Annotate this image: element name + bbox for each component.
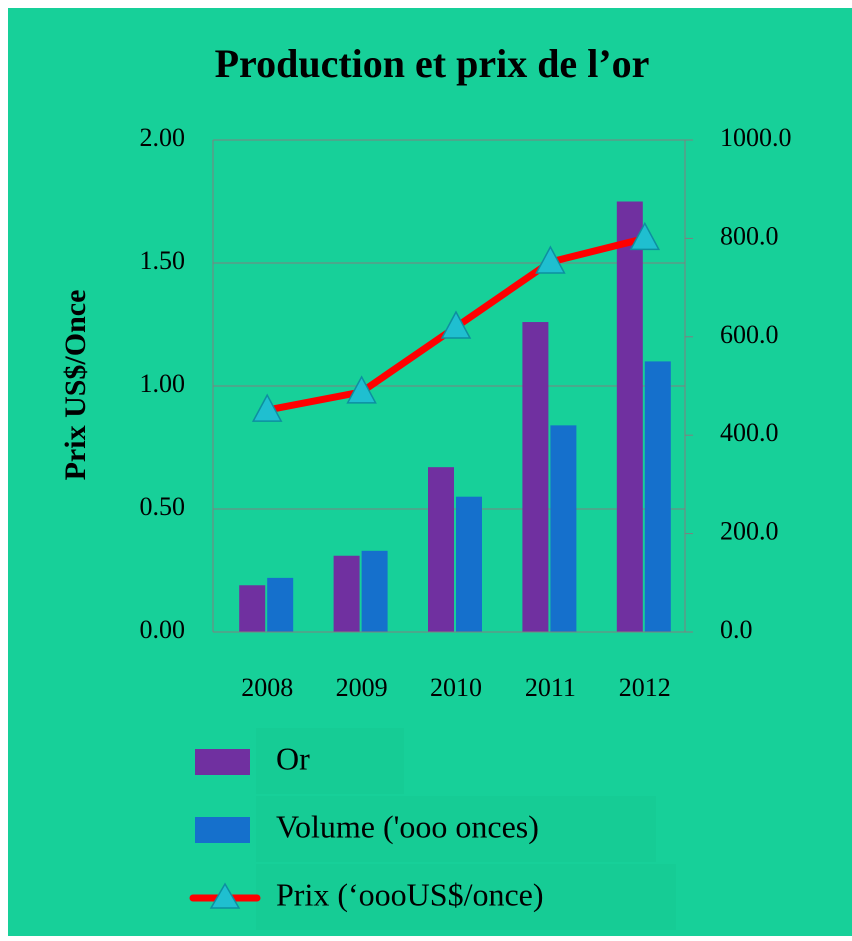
x-tick-label: 2009	[336, 673, 388, 702]
y-tick-label: 2.00	[140, 123, 186, 152]
bar	[550, 425, 577, 632]
legend-label: Prix (‘oooUS$/once)	[276, 876, 544, 912]
y-tick-label: 1.50	[140, 246, 186, 275]
bar	[428, 467, 454, 632]
legend-swatch	[195, 749, 250, 775]
price-marker	[251, 393, 283, 422]
legend-marker	[209, 882, 241, 909]
price-marker	[346, 375, 377, 404]
y2-tick-label: 0.0	[720, 615, 753, 644]
legend-box	[256, 864, 676, 930]
y2-tick-label: 600.0	[720, 320, 779, 349]
legend-box	[256, 728, 404, 794]
x-tick-label: 2010	[430, 673, 482, 702]
price-marker	[629, 221, 661, 251]
y-axis-label: Prix US$/Once	[59, 290, 92, 481]
bar	[644, 361, 671, 632]
x-tick-label: 2011	[525, 673, 576, 702]
legend-label: Or	[276, 740, 310, 776]
y2-tick-label: 800.0	[720, 221, 779, 250]
y-tick-label: 1.00	[140, 369, 186, 398]
bar	[239, 585, 266, 632]
x-tick-label: 2012	[619, 673, 671, 702]
y2-tick-label: 400.0	[720, 418, 779, 447]
bar	[361, 550, 388, 632]
legend-label: Volume ('ooo onces)	[276, 808, 539, 844]
bar	[616, 201, 643, 632]
chart-title: Production et prix de l’or	[215, 41, 650, 86]
legend-box	[256, 796, 656, 862]
y-tick-label: 0.00	[140, 615, 186, 644]
bar	[333, 555, 360, 632]
bar	[267, 577, 294, 632]
legend-swatch	[195, 817, 250, 843]
y2-tick-label: 200.0	[720, 517, 779, 546]
price-marker	[440, 310, 472, 339]
bar	[522, 322, 549, 632]
x-tick-label: 2008	[241, 673, 293, 702]
price-marker	[535, 245, 566, 274]
bar	[456, 496, 482, 632]
y2-tick-label: 1000.0	[720, 123, 792, 152]
y-tick-label: 0.50	[140, 492, 186, 521]
